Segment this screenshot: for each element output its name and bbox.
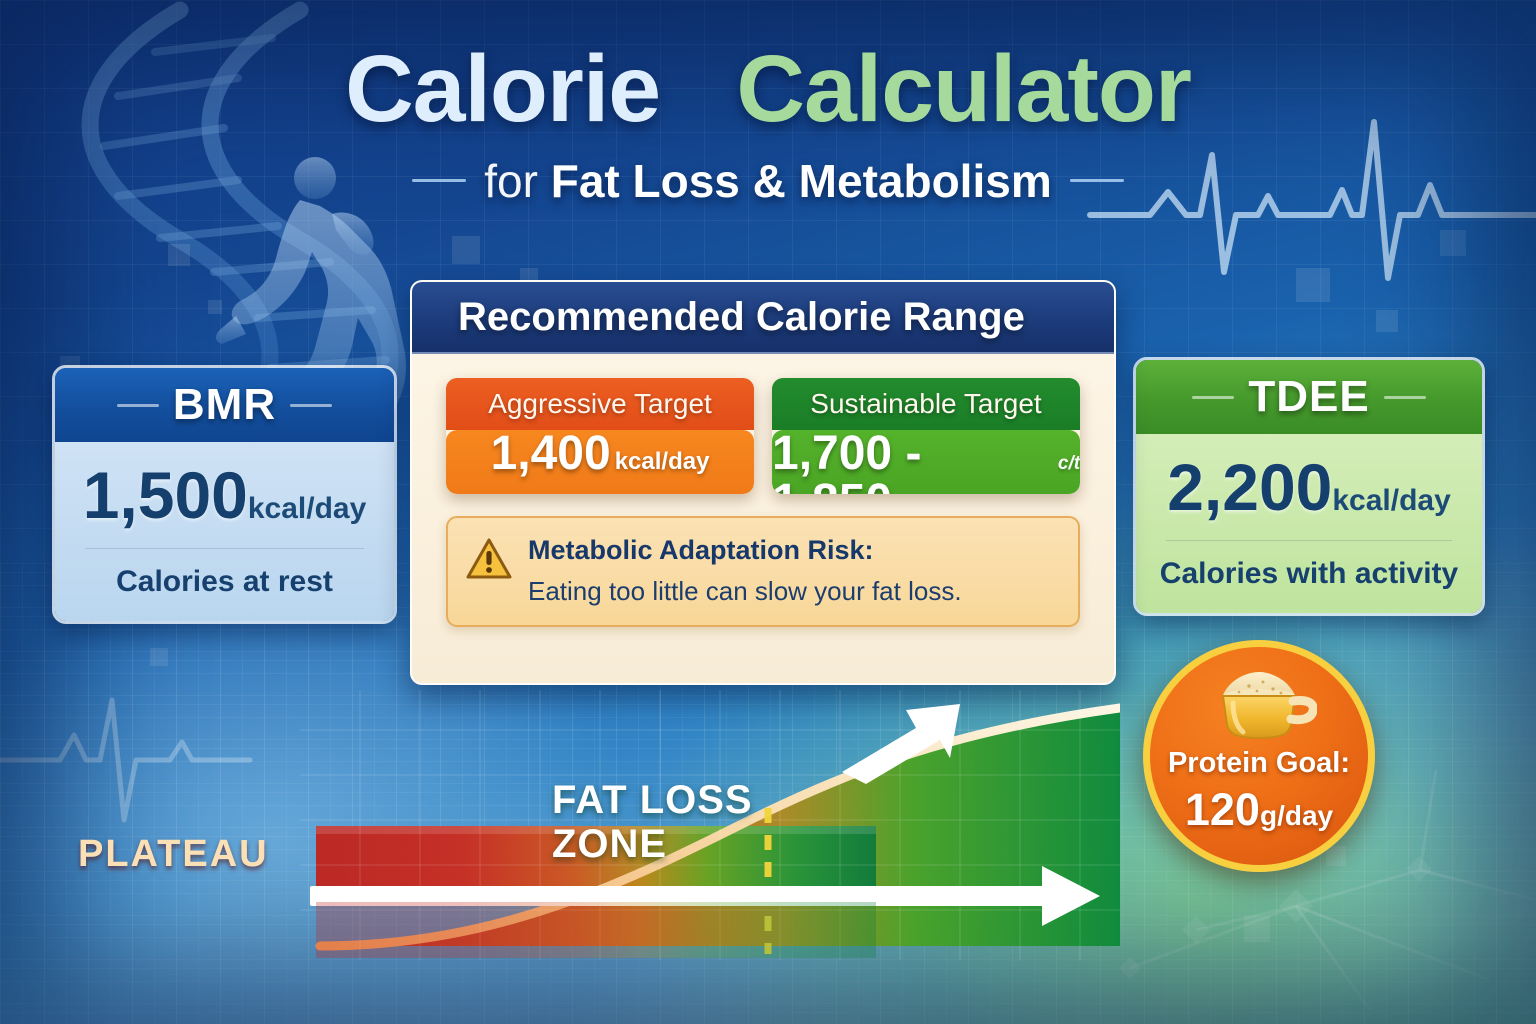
aggressive-target-card[interactable]: Aggressive Target 1,400 kcal/day [446, 378, 754, 494]
bmr-divider [85, 548, 364, 549]
ecg-waveform-secondary-icon [0, 697, 253, 823]
sustainable-target-label: Sustainable Target [810, 388, 1042, 419]
tdee-card-body: 2,200kcal/day Calories with activity [1136, 434, 1482, 613]
sustainable-target-unit: c/t [1057, 453, 1080, 474]
bmr-card-body: 1,500kcal/day Calories at rest [55, 442, 394, 621]
tdee-header-label: TDEE [1248, 372, 1370, 421]
warning-triangle-icon [466, 537, 512, 586]
ecg-waveform-icon [1087, 119, 1536, 281]
aggressive-target-header: Aggressive Target [446, 378, 754, 430]
bmr-header-rule-left [116, 403, 159, 407]
chart-reflection [316, 902, 876, 958]
aggressive-target-unit: kcal/day [614, 448, 710, 475]
aggressive-target-body: 1,400 kcal/day [446, 430, 754, 494]
page-title-block: Calorie Calculator for Fat Loss & Metabo… [0, 39, 1536, 208]
protein-goal-title: Protein Goal: [1167, 747, 1351, 779]
protein-goal-value: 120 [1184, 784, 1260, 835]
warning-title: Metabolic Adaptation Risk: [528, 535, 874, 565]
subtitle-main: Fat Loss & Metabolism [550, 154, 1052, 207]
subtitle-prefix: for [484, 154, 551, 207]
aggressive-target-label: Aggressive Target [488, 388, 712, 419]
metabolic-adaptation-warning: Metabolic Adaptation Risk: Eating too li… [446, 516, 1080, 628]
sustainable-target-header: Sustainable Target [772, 378, 1080, 430]
chart-plot-area [300, 690, 1120, 960]
tdee-unit: kcal/day [1332, 484, 1451, 517]
subtitle-row: for Fat Loss & Metabolism [0, 154, 1536, 208]
target-cards-row: Aggressive Target 1,400 kcal/day Sustain… [446, 378, 1080, 494]
progress-arrow-icon [842, 704, 960, 784]
bmr-caption: Calories at rest [116, 565, 333, 598]
bmr-card[interactable]: BMR 1,500kcal/day Calories at rest [52, 365, 397, 624]
sustainable-target-body: 1,700 - 1,850 c/t [772, 430, 1080, 494]
tdee-caption: Calories with activity [1159, 557, 1459, 590]
panel-body: Aggressive Target 1,400 kcal/day Sustain… [412, 354, 1114, 494]
bmr-unit: kcal/day [247, 492, 367, 525]
bmr-card-header: BMR [55, 368, 394, 442]
protein-goal-badge[interactable]: Protein Goal: 120g/day [1143, 640, 1375, 872]
sustainable-target-card[interactable]: Sustainable Target 1,700 - 1,850 c/t [772, 378, 1080, 494]
recommended-calorie-range-panel[interactable]: Recommended Calorie Range Aggressive Tar… [410, 280, 1116, 685]
tdee-header-rule-right [1383, 395, 1426, 399]
aggressive-target-value: 1,400 [490, 427, 611, 480]
bmr-header-label: BMR [172, 380, 277, 429]
protein-goal-unit: g/day [1259, 800, 1334, 831]
tdee-divider [1166, 540, 1452, 541]
panel-header-label: Recommended Calorie Range [458, 294, 1025, 339]
tdee-header-rule-left [1192, 395, 1235, 399]
baseline-arrow-icon [310, 866, 1100, 926]
page-subtitle: for Fat Loss & Metabolism [484, 154, 1051, 208]
plateau-band-highlight [316, 826, 876, 834]
warning-message: Eating too little can slow your fat loss… [528, 575, 962, 606]
bmr-value-row: 1,500kcal/day [71, 462, 378, 528]
protein-goal-value-row: 120g/day [1185, 784, 1333, 836]
sustainable-target-value: 1,700 - 1,850 [772, 427, 922, 495]
fat-loss-progression-chart [300, 690, 1120, 960]
bmr-value: 1,500 [82, 458, 248, 532]
title-word-calorie: Calorie [345, 36, 661, 142]
subtitle-rule-right [1069, 179, 1124, 183]
subtitle-rule-left [412, 179, 467, 183]
protein-scoop-icon [1201, 667, 1318, 741]
tdee-value: 2,200 [1167, 450, 1333, 524]
page-title: Calorie Calculator [0, 39, 1536, 140]
panel-header: Recommended Calorie Range [412, 282, 1114, 354]
tdee-card[interactable]: TDEE 2,200kcal/day Calories with activit… [1133, 357, 1485, 616]
title-word-calculator: Calculator [736, 36, 1192, 142]
bmr-header-rule-right [290, 403, 333, 407]
tdee-value-row: 2,200kcal/day [1152, 454, 1466, 520]
warning-text-block: Metabolic Adaptation Risk: Eating too li… [528, 534, 962, 607]
tdee-card-header: TDEE [1136, 360, 1482, 434]
